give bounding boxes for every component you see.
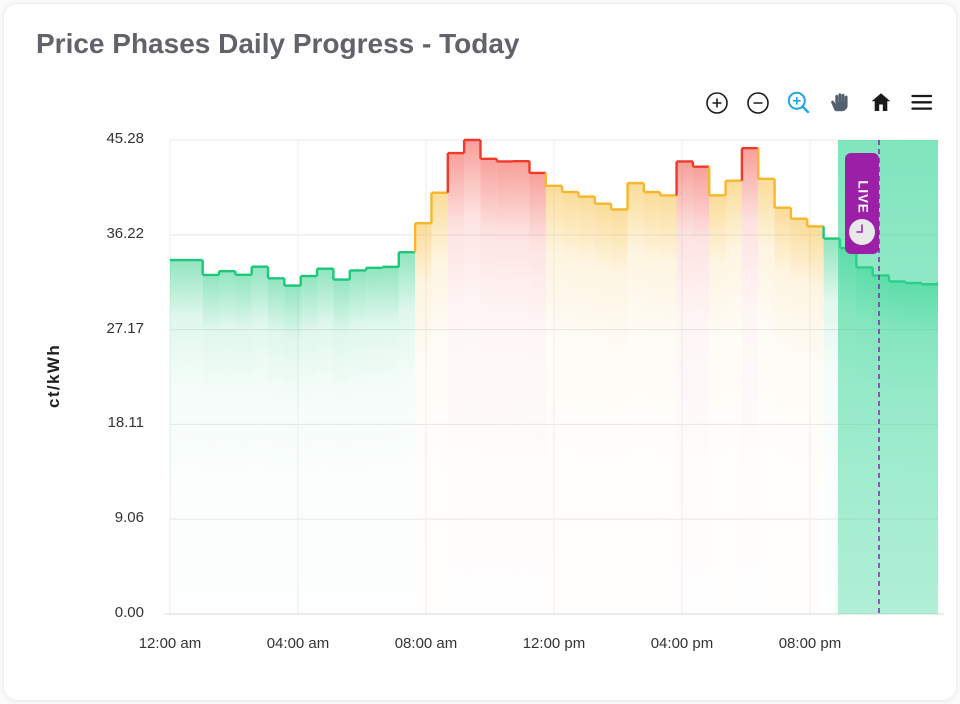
svg-text:LIVE: LIVE bbox=[855, 180, 870, 213]
